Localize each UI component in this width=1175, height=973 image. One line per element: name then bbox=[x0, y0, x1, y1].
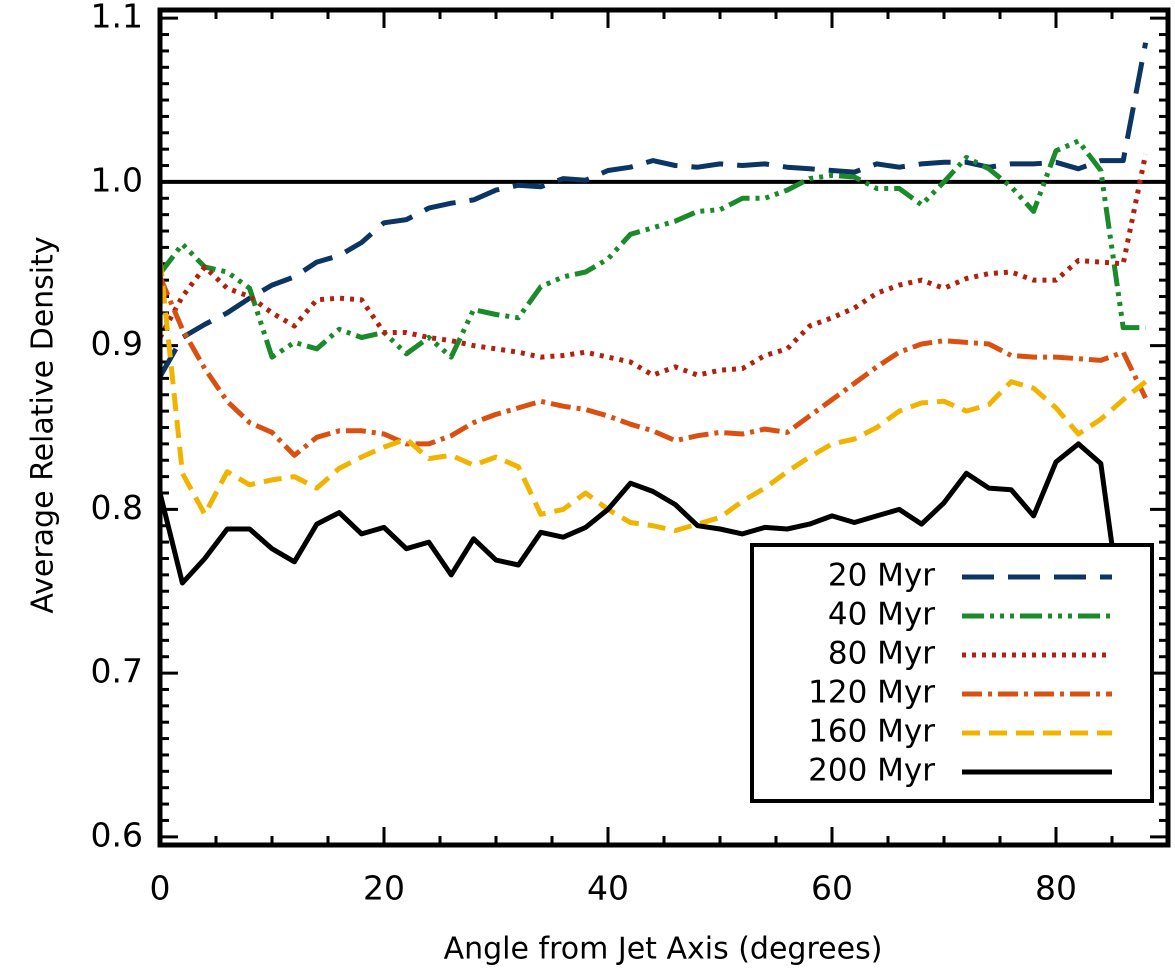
y-axis-label: Average Relative Density bbox=[26, 236, 61, 613]
legend-label: 200 Myr bbox=[808, 753, 935, 789]
series-line-160-myr bbox=[158, 258, 1148, 534]
x-tick-label: 0 bbox=[150, 869, 171, 908]
x-tick-label: 60 bbox=[811, 869, 853, 908]
legend-label: 80 Myr bbox=[828, 636, 935, 672]
x-tick-label: 20 bbox=[363, 869, 405, 908]
series-line-40-myr bbox=[158, 138, 1146, 360]
y-tick-label: 0.7 bbox=[91, 652, 143, 691]
x-axis-label: Angle from Jet Axis (degrees) bbox=[444, 932, 883, 967]
series-line-200-myr bbox=[158, 441, 1148, 683]
y-tick-label: 0.6 bbox=[91, 815, 143, 854]
y-tick-label: 0.9 bbox=[91, 324, 143, 363]
legend-label: 120 Myr bbox=[808, 675, 935, 711]
series-lines bbox=[158, 42, 1149, 683]
series-line-120-myr bbox=[158, 275, 1148, 458]
y-tick-label: 1.0 bbox=[91, 160, 143, 199]
plot-frame bbox=[157, 7, 1171, 848]
series-line-80-myr bbox=[158, 153, 1149, 378]
legend-label: 40 Myr bbox=[828, 597, 935, 633]
legend-label: 160 Myr bbox=[808, 714, 935, 750]
legend-label: 20 Myr bbox=[828, 558, 935, 594]
x-tick-label: 40 bbox=[587, 869, 629, 908]
legend-box bbox=[750, 543, 1154, 803]
y-tick-label: 0.8 bbox=[91, 488, 143, 527]
tick-labels: 0 20 40 60 80 0.6 0.7 0.8 0.9 1.0 1.1 bbox=[91, 0, 1077, 908]
x-tick-label: 80 bbox=[1035, 869, 1077, 908]
y-tick-label: 1.1 bbox=[91, 0, 143, 36]
series-line-20-myr bbox=[158, 42, 1149, 378]
